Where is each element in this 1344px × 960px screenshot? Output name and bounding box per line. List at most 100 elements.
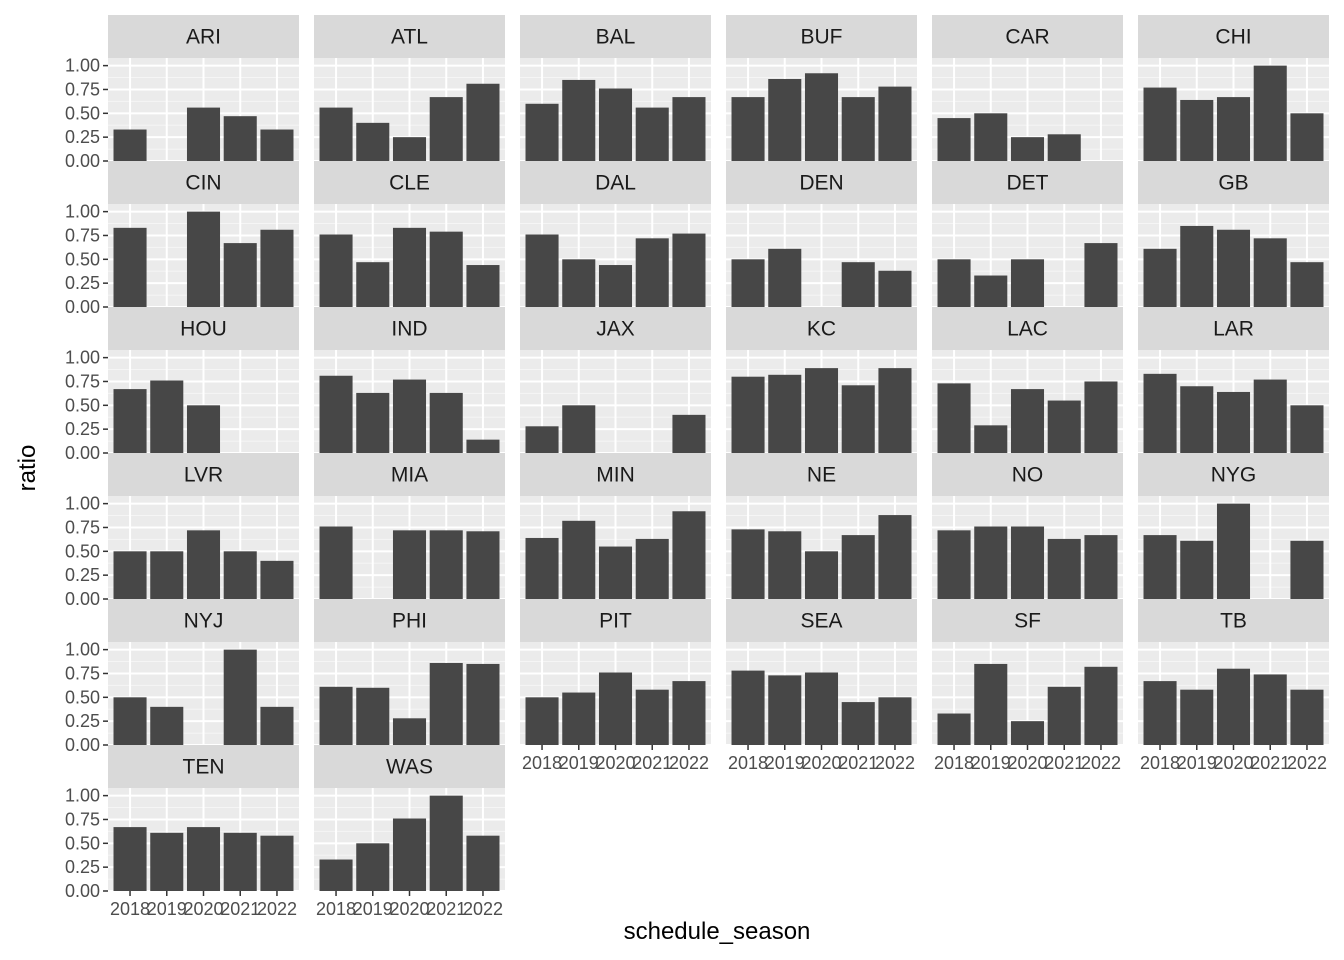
- x-tick-label: 2019: [559, 753, 599, 773]
- x-tick-label: 2020: [183, 899, 223, 919]
- y-tick-label: 1.00: [65, 202, 100, 222]
- bar-CLE-2018: [319, 234, 353, 307]
- y-tick-label: 0.25: [65, 273, 100, 293]
- x-tick-label: 2021: [1250, 753, 1290, 773]
- facet-strip-label: NE: [807, 464, 836, 487]
- y-tick-label: 0.75: [65, 517, 100, 537]
- facet-strip-label: NO: [1012, 464, 1044, 487]
- facet-panel-DET: DET: [932, 161, 1123, 308]
- bar-TB-2022: [1290, 689, 1324, 745]
- bar-BAL-2020: [598, 88, 633, 161]
- bar-NE-2019: [768, 531, 802, 599]
- bar-IND-2018: [319, 375, 353, 453]
- bar-IND-2020: [392, 379, 427, 453]
- y-tick-label: 1.00: [65, 640, 100, 660]
- facet-strip: [1138, 15, 1329, 58]
- facet-strip-label: KC: [807, 318, 836, 341]
- bar-KC-2022: [878, 368, 912, 453]
- bar-LAC-2019: [974, 425, 1008, 453]
- facet-strip: [314, 15, 505, 58]
- facet-strip: [108, 15, 299, 58]
- facet-panel-NO: NO: [932, 453, 1123, 600]
- bar-BUF-2020: [804, 73, 839, 161]
- facet-panel-ARI: ARI 0.00 0.25 0.50 0.75 1.00: [65, 15, 299, 171]
- bar-DET-2020: [1010, 259, 1045, 307]
- bar-BUF-2022: [878, 86, 912, 161]
- x-tick-label: 2018: [110, 899, 150, 919]
- facet-strip-label: NYG: [1211, 464, 1257, 487]
- x-tick-label: 2019: [765, 753, 805, 773]
- facet-strip-label: DET: [1007, 172, 1049, 195]
- y-tick-label: 0.75: [65, 809, 100, 829]
- x-tick-label: 2018: [1140, 753, 1180, 773]
- bar-ARI-2022: [260, 129, 294, 161]
- bar-ARI-2020: [186, 107, 221, 161]
- facet-strip: [520, 161, 711, 204]
- facet-strip: [726, 307, 917, 350]
- bar-DEN-2022: [878, 270, 912, 307]
- x-tick-label: 2021: [426, 899, 466, 919]
- bar-DET-2018: [937, 259, 971, 307]
- facet-panel-MIN: MIN: [520, 453, 711, 600]
- bar-TB-2019: [1180, 689, 1214, 745]
- bar-CAR-2020: [1010, 137, 1045, 161]
- bar-SEA-2021: [841, 702, 875, 745]
- bar-NO-2020: [1010, 526, 1045, 599]
- facet-panel-LAR: LAR: [1138, 307, 1329, 454]
- bar-TB-2021: [1253, 674, 1287, 745]
- y-tick-label: 0.75: [65, 79, 100, 99]
- bar-JAX-2022: [672, 414, 706, 453]
- x-tick-label: 2022: [1081, 753, 1121, 773]
- bar-TEN-2021: [223, 832, 257, 891]
- bar-DET-2022: [1084, 243, 1118, 307]
- facet-strip-label: TB: [1220, 610, 1247, 633]
- facet-strip: [932, 161, 1123, 204]
- bar-PIT-2020: [598, 672, 633, 745]
- facet-strip-label: BAL: [596, 26, 636, 49]
- bar-WAS-2018: [319, 859, 353, 891]
- x-tick-label: 2018: [728, 753, 768, 773]
- bar-LAR-2022: [1290, 405, 1324, 453]
- bar-PHI-2021: [429, 662, 463, 745]
- facet-strip-label: IND: [391, 318, 427, 341]
- facet-strip-label: DEN: [799, 172, 843, 195]
- bar-LAR-2019: [1180, 386, 1214, 453]
- bar-PHI-2020: [392, 718, 427, 745]
- x-tick-label: 2019: [1177, 753, 1217, 773]
- bar-SF-2019: [974, 663, 1008, 745]
- bar-ATL-2018: [319, 107, 353, 161]
- x-tick-label: 2018: [316, 899, 356, 919]
- facet-strip: [520, 453, 711, 496]
- y-axis-title: ratio: [14, 445, 41, 492]
- facet-strip-label: TEN: [183, 756, 225, 779]
- facet-panel-NE: NE: [726, 453, 917, 600]
- bar-CHI-2022: [1290, 113, 1324, 161]
- bar-NE-2022: [878, 515, 912, 599]
- facet-strip: [520, 307, 711, 350]
- facet-strip-label: SF: [1014, 610, 1041, 633]
- bar-DEN-2018: [731, 259, 765, 307]
- bar-CHI-2021: [1253, 65, 1287, 161]
- facet-strip-label: PHI: [392, 610, 427, 633]
- facet-strip: [932, 453, 1123, 496]
- bar-KC-2020: [804, 368, 839, 453]
- facet-strip-label: MIA: [391, 464, 428, 487]
- y-tick-label: 1.00: [65, 56, 100, 76]
- y-tick-label: 0.00: [65, 151, 100, 171]
- bar-TEN-2020: [186, 827, 221, 891]
- facet-strip-label: GB: [1218, 172, 1248, 195]
- bar-JAX-2019: [562, 405, 596, 453]
- bar-TEN-2018: [113, 827, 147, 891]
- bar-CHI-2018: [1143, 87, 1177, 161]
- bar-DEN-2021: [841, 262, 875, 307]
- bar-LAC-2020: [1010, 389, 1045, 453]
- facet-panel-DAL: DAL: [520, 161, 711, 308]
- bar-KC-2018: [731, 376, 765, 453]
- bar-LAR-2018: [1143, 373, 1177, 453]
- x-tick-label: 2019: [147, 899, 187, 919]
- bar-CIN-2020: [186, 211, 221, 307]
- facet-panel-CAR: CAR: [932, 15, 1123, 162]
- facet-strip: [314, 453, 505, 496]
